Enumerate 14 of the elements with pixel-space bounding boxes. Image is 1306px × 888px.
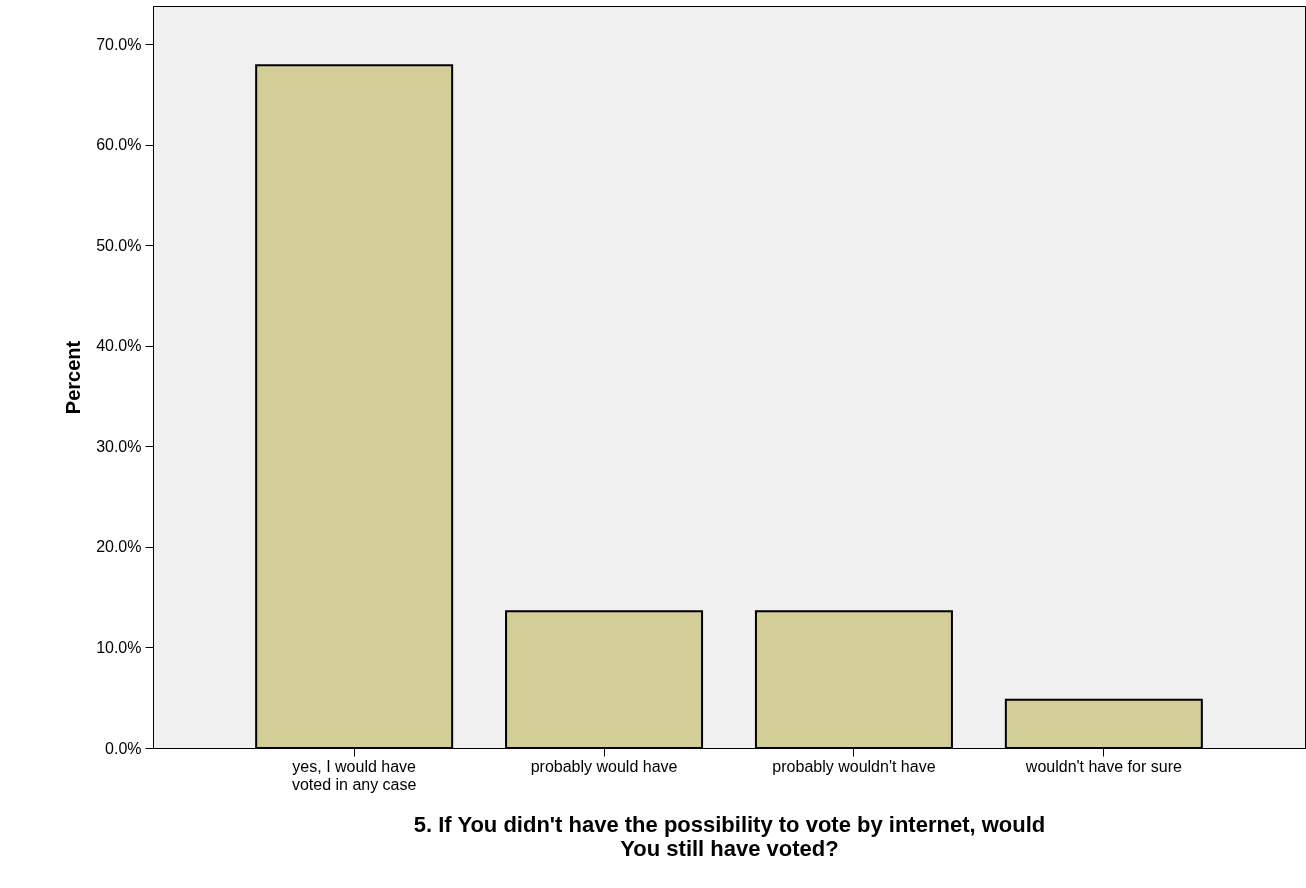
y-tick-label: 10.0% <box>96 638 142 656</box>
y-tick-label: 60.0% <box>96 136 142 154</box>
x-axis-title: 5. If You didn't have the possibility to vote by internet, would You still have voted? <box>413 811 1046 861</box>
y-tick-label: 0.0% <box>105 739 142 757</box>
x-tick-label: probably wouldn't have <box>772 757 936 775</box>
y-tick-label: 40.0% <box>96 337 142 355</box>
y-tick-label: 20.0% <box>96 538 142 556</box>
x-tick-label: probably would have <box>530 757 678 775</box>
x-tick-label: wouldn't have for sure <box>1024 757 1182 775</box>
y-tick-label: 30.0% <box>96 437 142 455</box>
y-axis-title: Percent <box>62 340 85 415</box>
y-tick-label: 50.0% <box>96 236 142 254</box>
x-tick-label: yes, I would have voted in any case <box>291 757 417 793</box>
y-tick-label: 70.0% <box>96 35 142 53</box>
